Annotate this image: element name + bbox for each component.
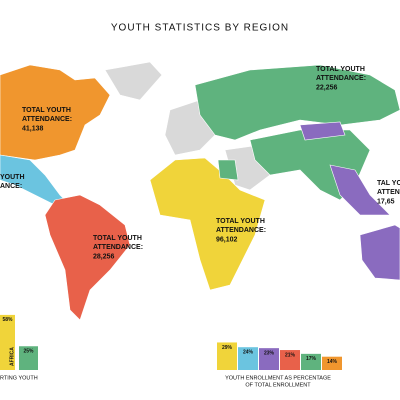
egypt <box>217 159 239 181</box>
region-label: TOTAL YOUTH <box>216 218 265 225</box>
bar-value-label: 23% <box>264 350 275 356</box>
bar-value-label: 24% <box>243 350 254 356</box>
russia <box>194 64 400 141</box>
region-label: ATTENDANCE: <box>216 227 266 234</box>
region-label: 41,138 <box>22 125 44 132</box>
chart-caption: OF TOTAL ENROLLMENT <box>245 382 311 388</box>
region-label: 96,102 <box>216 236 238 243</box>
region-label: 28,256 <box>93 253 115 260</box>
region-label: 17,65 <box>377 198 395 205</box>
title: YOUTH STATISTICS BY REGION <box>111 23 289 34</box>
bar <box>238 347 258 370</box>
region-label: TOTAL YOUTH <box>22 107 71 114</box>
bar <box>259 348 279 370</box>
region-label: TOTAL YOUTH <box>93 235 142 242</box>
chart-caption: YOUTH ENROLLMENT AS PERCENTAGE <box>225 375 331 381</box>
bar-value-label: 29% <box>222 345 233 351</box>
chart-caption: RTING YOUTH <box>0 375 38 381</box>
greenland <box>104 61 163 101</box>
region-label: YOUTH <box>0 174 25 181</box>
region-label: ANCE: <box>0 183 22 190</box>
southeast-asia <box>329 164 391 216</box>
bar <box>0 314 15 370</box>
mongolia <box>299 121 346 141</box>
bar <box>19 346 38 370</box>
bar-value-label: 14% <box>327 359 338 365</box>
region-label: ATTENDA <box>377 189 400 196</box>
bar <box>301 353 321 370</box>
region-label: ATTENDANCE: <box>316 75 366 82</box>
bar-value-label: 21% <box>285 352 296 358</box>
north-america <box>0 64 111 161</box>
africa <box>149 157 266 291</box>
region-label: TAL YOUTH <box>377 180 400 187</box>
region-label: 22,256 <box>316 84 338 91</box>
bar-label: AFRICA <box>9 347 15 366</box>
bar <box>217 342 237 370</box>
bar <box>322 356 342 370</box>
map <box>0 61 400 321</box>
bar-value-label: 17% <box>306 356 317 362</box>
south-america <box>44 194 131 321</box>
bar <box>280 350 300 370</box>
region-label: ATTENDANCE: <box>22 116 72 123</box>
region-label: ATTENDANCE: <box>93 244 143 251</box>
region-label: TOTAL YOUTH <box>316 66 365 73</box>
bar-value-label: 25% <box>23 349 34 355</box>
australia <box>359 224 400 281</box>
bar-value-label: 58% <box>2 317 13 323</box>
